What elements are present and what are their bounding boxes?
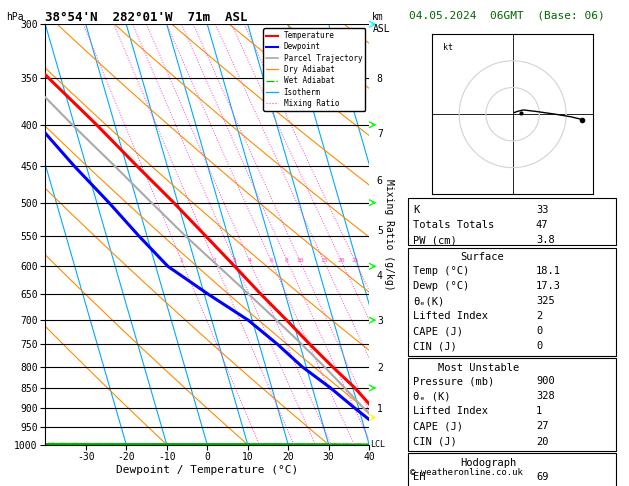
Text: Lifted Index: Lifted Index (413, 406, 488, 417)
Text: Dewp (°C): Dewp (°C) (413, 281, 469, 291)
Text: 3: 3 (233, 258, 237, 263)
Text: 0: 0 (536, 326, 542, 336)
Text: Surface: Surface (460, 252, 504, 262)
Text: Pressure (mb): Pressure (mb) (413, 376, 494, 386)
Text: LCL: LCL (370, 440, 386, 449)
Text: 27: 27 (536, 421, 548, 432)
Text: 15: 15 (320, 258, 327, 263)
Text: 25: 25 (351, 258, 359, 263)
Text: 47: 47 (536, 221, 548, 230)
Text: Temp (°C): Temp (°C) (413, 266, 469, 276)
Text: 6: 6 (269, 258, 273, 263)
Text: 10: 10 (296, 258, 303, 263)
Text: hPa: hPa (6, 12, 24, 22)
Text: Most Unstable: Most Unstable (438, 363, 520, 373)
Text: 20: 20 (536, 436, 548, 447)
Text: Lifted Index: Lifted Index (413, 311, 488, 321)
Text: 325: 325 (536, 296, 555, 306)
Text: PW (cm): PW (cm) (413, 236, 457, 245)
Text: 0: 0 (536, 341, 542, 351)
Text: 900: 900 (536, 376, 555, 386)
Text: CIN (J): CIN (J) (413, 436, 457, 447)
Text: CAPE (J): CAPE (J) (413, 421, 463, 432)
Text: Totals Totals: Totals Totals (413, 221, 494, 230)
Text: 17.3: 17.3 (536, 281, 561, 291)
Text: θₑ(K): θₑ(K) (413, 296, 445, 306)
Text: 38°54'N  282°01'W  71m  ASL: 38°54'N 282°01'W 71m ASL (45, 11, 248, 24)
Text: 1: 1 (179, 258, 183, 263)
Text: 328: 328 (536, 391, 555, 401)
Text: © weatheronline.co.uk: © weatheronline.co.uk (410, 468, 523, 477)
Text: 2: 2 (536, 311, 542, 321)
Text: 04.05.2024  06GMT  (Base: 06): 04.05.2024 06GMT (Base: 06) (409, 11, 604, 21)
Text: kt: kt (443, 43, 453, 52)
Text: K: K (413, 205, 420, 215)
Text: CAPE (J): CAPE (J) (413, 326, 463, 336)
Text: CIN (J): CIN (J) (413, 341, 457, 351)
Text: Hodograph: Hodograph (460, 458, 516, 468)
Legend: Temperature, Dewpoint, Parcel Trajectory, Dry Adiabat, Wet Adiabat, Isotherm, Mi: Temperature, Dewpoint, Parcel Trajectory… (263, 28, 365, 111)
Text: 1: 1 (536, 406, 542, 417)
Text: EH: EH (413, 471, 426, 482)
Text: 20: 20 (337, 258, 345, 263)
X-axis label: Dewpoint / Temperature (°C): Dewpoint / Temperature (°C) (116, 465, 298, 475)
Text: 3.8: 3.8 (536, 236, 555, 245)
Text: 8: 8 (285, 258, 289, 263)
Text: 33: 33 (536, 205, 548, 215)
Text: km
ASL: km ASL (372, 12, 390, 34)
Text: θₑ (K): θₑ (K) (413, 391, 451, 401)
Text: 4: 4 (247, 258, 251, 263)
Y-axis label: Mixing Ratio (g/kg): Mixing Ratio (g/kg) (384, 179, 394, 290)
Text: 18.1: 18.1 (536, 266, 561, 276)
Text: 2: 2 (212, 258, 216, 263)
Text: 69: 69 (536, 471, 548, 482)
